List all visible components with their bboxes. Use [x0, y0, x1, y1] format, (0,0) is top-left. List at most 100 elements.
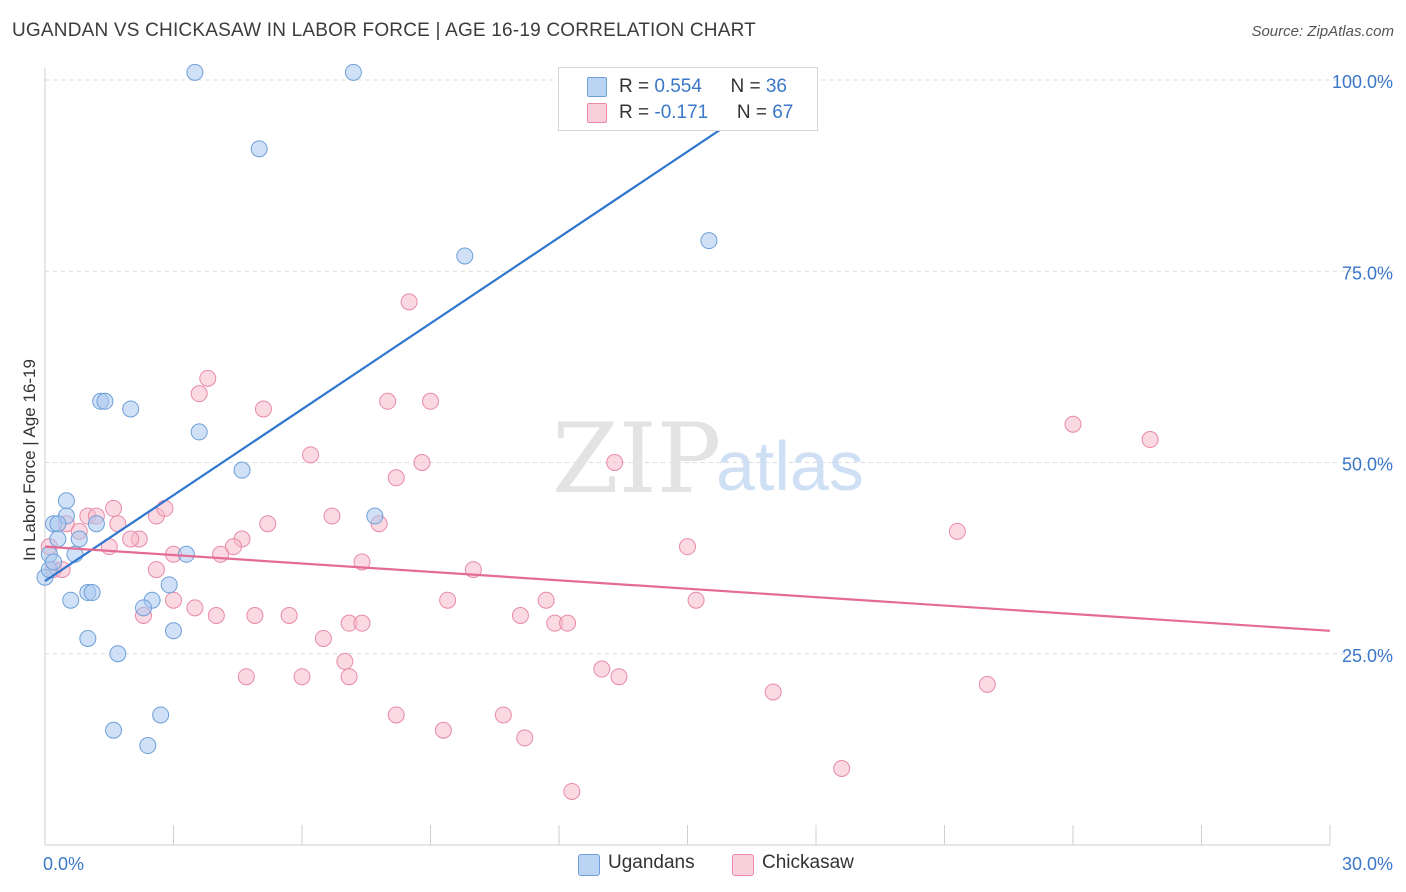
- legend-series: Ugandans Chickasaw: [0, 852, 1406, 878]
- data-point: [687, 591, 705, 609]
- data-point: [537, 591, 555, 609]
- data-point: [344, 63, 362, 81]
- data-point: [250, 140, 268, 158]
- data-point: [516, 729, 534, 747]
- data-point: [156, 499, 174, 517]
- y-tick-label: 75.0%: [1342, 263, 1393, 283]
- r-value: 0.554: [654, 76, 702, 97]
- legend-stats: R = 0.554 N = 36 R = -0.171 N = 67: [558, 67, 818, 131]
- data-point: [353, 614, 371, 632]
- data-point: [105, 499, 123, 517]
- data-point: [254, 400, 272, 418]
- data-point: [593, 660, 611, 678]
- chickasaw-legend-swatch: [732, 854, 754, 876]
- data-point: [139, 737, 157, 755]
- data-point: [366, 507, 384, 525]
- data-point: [105, 721, 123, 739]
- r-label: R =: [619, 102, 655, 123]
- data-point: [833, 760, 851, 777]
- grid-lines: [45, 79, 1395, 655]
- data-point: [96, 392, 114, 410]
- data-point: [186, 63, 204, 81]
- source-label: Source: ZipAtlas.com: [1251, 23, 1394, 40]
- data-point: [62, 591, 80, 609]
- chickasaw-points: [40, 293, 1159, 800]
- legend-label-ugandans: Ugandans: [608, 852, 695, 873]
- data-point: [379, 392, 397, 410]
- data-point: [764, 683, 782, 701]
- data-point: [186, 599, 204, 617]
- data-point: [511, 607, 529, 624]
- data-point: [563, 782, 581, 800]
- data-point: [122, 530, 140, 548]
- data-point: [353, 553, 371, 571]
- chart-title: UGANDAN VS CHICKASAW IN LABOR FORCE | AG…: [12, 20, 756, 41]
- data-point: [190, 385, 208, 403]
- y-tick-label: 50.0%: [1342, 455, 1393, 475]
- data-point: [49, 515, 67, 533]
- data-point: [122, 400, 140, 418]
- data-point: [314, 629, 332, 647]
- watermark-atlas: atlas: [716, 427, 864, 505]
- data-point: [494, 706, 512, 724]
- trend-line-chickasaw: [44, 545, 1331, 632]
- x-tick-label: 0.0%: [43, 854, 84, 874]
- legend-label-chickasaw: Chickasaw: [762, 852, 854, 873]
- data-point: [302, 446, 320, 464]
- data-point: [160, 576, 178, 594]
- legend-row-chickasaw: R = -0.171 N = 67: [559, 101, 817, 125]
- data-point: [152, 706, 170, 724]
- n-value: 36: [765, 76, 787, 97]
- data-point: [978, 675, 996, 693]
- y-axis-label: In Labor Force | Age 16-19: [20, 359, 39, 561]
- data-point: [293, 668, 311, 686]
- data-point: [199, 369, 217, 387]
- data-point: [83, 584, 101, 602]
- data-point: [259, 515, 277, 533]
- data-point: [190, 423, 208, 441]
- data-point: [177, 545, 195, 563]
- ugandan-points: [36, 63, 718, 755]
- data-point: [165, 591, 182, 609]
- data-point: [45, 553, 63, 571]
- n-label: N =: [736, 102, 773, 123]
- data-point: [340, 668, 358, 686]
- y-tick-label: 25.0%: [1342, 646, 1393, 666]
- data-point: [400, 293, 418, 311]
- y-tick-label: 100.0%: [1332, 72, 1393, 92]
- data-point: [610, 668, 628, 686]
- data-point: [147, 561, 165, 579]
- watermark-zip: ZIP: [552, 403, 721, 515]
- data-point: [1064, 415, 1082, 433]
- data-point: [422, 392, 439, 410]
- data-point: [434, 721, 452, 739]
- data-point: [700, 232, 718, 250]
- data-point: [559, 614, 577, 632]
- data-point: [212, 545, 230, 563]
- data-point: [679, 538, 696, 556]
- data-point: [70, 530, 88, 548]
- data-point: [456, 247, 474, 265]
- data-point: [246, 607, 264, 624]
- data-point: [1141, 431, 1159, 449]
- chickasaw-swatch: [587, 103, 607, 123]
- data-point: [87, 515, 105, 533]
- axes: [44, 68, 1331, 846]
- data-point: [49, 530, 67, 548]
- r-value: -0.171: [654, 102, 709, 123]
- data-point: [323, 507, 341, 525]
- data-point: [57, 492, 75, 510]
- data-point: [387, 469, 405, 487]
- legend-row-ugandans: R = 0.554 N = 36: [559, 75, 817, 99]
- data-point: [439, 591, 457, 609]
- data-point: [233, 461, 251, 479]
- data-point: [165, 622, 182, 640]
- data-point: [948, 522, 966, 540]
- tick-labels: 25.0% 50.0% 75.0% 100.0% 0.0% 30.0%: [43, 72, 1393, 874]
- data-point: [135, 599, 153, 617]
- data-point: [413, 454, 431, 471]
- data-point: [336, 652, 354, 670]
- r-label: R =: [619, 76, 655, 97]
- ugandans-legend-swatch: [578, 854, 600, 876]
